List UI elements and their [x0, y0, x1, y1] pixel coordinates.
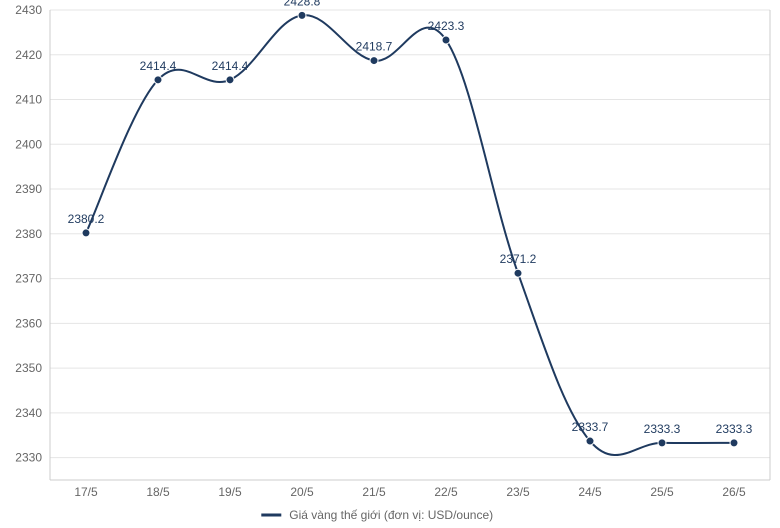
x-tick-label: 25/5	[650, 485, 674, 499]
y-tick-label: 2420	[15, 48, 42, 62]
data-label: 2333.7	[572, 420, 609, 434]
series-point	[514, 269, 522, 277]
y-tick-label: 2330	[15, 451, 42, 465]
data-label: 2380.2	[68, 212, 105, 226]
series-point	[442, 36, 450, 44]
series-point	[586, 437, 594, 445]
series-point	[154, 76, 162, 84]
y-tick-label: 2390	[15, 182, 42, 196]
data-label: 2371.2	[500, 252, 537, 266]
series-point	[82, 229, 90, 237]
data-label: 2414.4	[212, 59, 249, 73]
x-tick-label: 20/5	[290, 485, 314, 499]
x-tick-label: 24/5	[578, 485, 602, 499]
x-tick-label: 19/5	[218, 485, 242, 499]
legend-label: Giá vàng thế giới (đơn vị: USD/ounce)	[289, 508, 493, 522]
x-tick-label: 17/5	[74, 485, 98, 499]
x-tick-label: 23/5	[506, 485, 530, 499]
series-line	[86, 15, 734, 455]
y-tick-label: 2430	[15, 3, 42, 17]
data-label: 2423.3	[428, 19, 465, 33]
series-point	[658, 439, 666, 447]
gold-price-chart: 2330 2340 2350 2360 2370 2380 2390 2400 2410 2420…	[0, 0, 780, 528]
series-point	[370, 57, 378, 65]
data-label: 2414.4	[140, 59, 177, 73]
data-label: 2333.3	[716, 422, 753, 436]
y-tick-label: 2410	[15, 93, 42, 107]
y-tick-label: 2400	[15, 137, 42, 151]
y-tick-label: 2380	[15, 227, 42, 241]
y-tick-label: 2360	[15, 316, 42, 330]
x-tick-label: 26/5	[722, 485, 746, 499]
data-label: 2418.7	[356, 40, 393, 54]
x-tick-label: 18/5	[146, 485, 170, 499]
series-point	[730, 439, 738, 447]
x-tick-label: 22/5	[434, 485, 458, 499]
data-label: 2333.3	[644, 422, 681, 436]
y-tick-label: 2370	[15, 272, 42, 286]
series-point	[298, 11, 306, 19]
data-label: 2428.8	[284, 0, 321, 8]
y-tick-label: 2350	[15, 361, 42, 375]
x-tick-label: 21/5	[362, 485, 386, 499]
y-tick-label: 2340	[15, 406, 42, 420]
series-point	[226, 76, 234, 84]
